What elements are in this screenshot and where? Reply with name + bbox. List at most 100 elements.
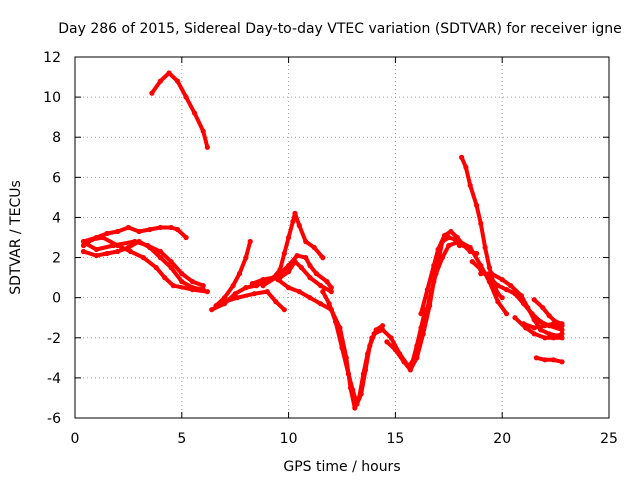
data-point	[298, 265, 304, 271]
series-arc-5	[83, 239, 206, 288]
data-point	[488, 271, 495, 277]
data-point	[531, 325, 537, 331]
chart-title: Day 286 of 2015, Sidereal Day-to-day VTE…	[58, 21, 621, 37]
data-point	[553, 319, 559, 325]
data-point	[303, 238, 309, 245]
data-point	[100, 234, 106, 241]
data-point	[174, 226, 181, 233]
data-point	[115, 248, 121, 255]
data-point	[495, 291, 501, 297]
data-point	[431, 263, 437, 269]
data-series	[80, 70, 565, 411]
data-point	[433, 271, 439, 277]
data-point	[392, 347, 398, 353]
y-tick-label: -6	[47, 411, 61, 427]
data-point	[307, 263, 313, 269]
data-point	[296, 222, 302, 229]
y-tick-label: 10	[43, 90, 61, 106]
data-point	[469, 259, 475, 265]
data-point	[559, 335, 565, 341]
data-point	[157, 224, 163, 231]
series-arc-16-points	[422, 238, 510, 321]
data-point	[145, 242, 151, 249]
data-point	[200, 287, 206, 293]
data-point	[362, 367, 369, 373]
data-point	[83, 240, 89, 247]
data-point	[427, 295, 433, 301]
data-point	[380, 323, 386, 329]
data-point	[89, 236, 95, 243]
x-axis-label: GPS time / hours	[283, 459, 400, 475]
x-tick-label: 25	[600, 431, 618, 447]
data-point	[542, 335, 548, 341]
data-point	[153, 265, 159, 271]
data-point	[499, 277, 505, 283]
data-point	[546, 331, 552, 337]
data-point	[192, 110, 198, 116]
data-point	[503, 287, 510, 293]
data-point	[307, 295, 313, 301]
series-arc-9-points	[249, 210, 326, 287]
data-point	[559, 331, 565, 337]
data-point	[168, 265, 174, 271]
data-point	[486, 275, 492, 281]
data-point	[232, 291, 238, 297]
y-tick-label: 0	[52, 291, 61, 307]
data-point	[384, 339, 390, 345]
data-point	[486, 265, 492, 271]
data-point	[286, 285, 292, 291]
data-point	[104, 230, 110, 237]
data-point	[407, 367, 413, 373]
series-arc-5-points	[83, 238, 206, 289]
data-point	[140, 255, 146, 261]
y-tick-label: 8	[52, 130, 61, 146]
series-arc-2-points	[80, 224, 189, 245]
data-point	[418, 311, 424, 317]
data-point	[559, 321, 565, 327]
series-arc-6-points	[209, 259, 334, 313]
data-point	[204, 144, 210, 150]
data-point	[168, 259, 174, 265]
series-arc-17	[459, 155, 505, 300]
series-arc-20-points	[512, 315, 565, 341]
data-point	[446, 242, 452, 249]
data-point	[147, 226, 153, 233]
data-point	[320, 289, 326, 295]
data-point	[531, 317, 537, 323]
data-point	[313, 271, 319, 277]
data-point	[333, 319, 339, 325]
data-point	[125, 224, 131, 231]
data-point	[538, 319, 544, 325]
data-point	[533, 355, 540, 361]
data-point	[251, 291, 257, 297]
data-point	[542, 357, 548, 363]
data-point	[495, 299, 501, 305]
data-point	[157, 248, 163, 255]
data-point	[294, 253, 300, 259]
grid-lines	[75, 57, 609, 418]
data-point	[125, 244, 131, 251]
data-point	[311, 244, 317, 251]
series-arc-1	[149, 71, 210, 150]
data-point	[264, 289, 270, 295]
series-arc-7-points	[213, 238, 253, 309]
data-point	[221, 295, 228, 301]
data-point	[474, 202, 480, 208]
data-point	[183, 234, 189, 241]
data-point	[559, 359, 565, 365]
data-point	[508, 283, 514, 289]
data-point	[221, 299, 228, 305]
data-point	[495, 283, 501, 289]
data-point	[478, 271, 484, 277]
data-point	[456, 238, 463, 245]
data-point	[249, 281, 255, 287]
data-point	[318, 301, 324, 307]
data-point	[303, 255, 309, 261]
x-tick-label: 20	[493, 431, 511, 447]
data-point	[127, 248, 134, 255]
data-point	[478, 267, 484, 273]
data-point	[454, 234, 460, 241]
data-point	[174, 78, 181, 84]
data-point	[371, 331, 377, 337]
data-point	[518, 293, 525, 299]
